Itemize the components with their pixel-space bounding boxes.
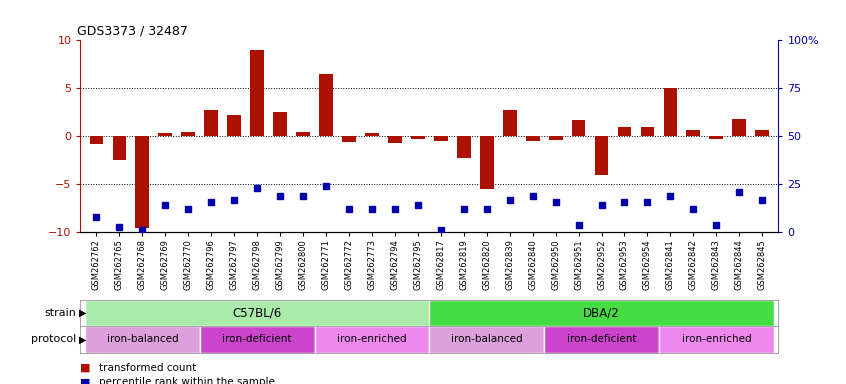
Bar [755, 130, 769, 136]
Bar [549, 136, 563, 140]
Bar [85, 326, 200, 353]
Bar [365, 134, 379, 136]
Text: ▶: ▶ [79, 334, 86, 344]
Text: ■: ■ [80, 377, 91, 384]
Bar [640, 127, 654, 136]
Bar [411, 136, 425, 139]
Text: transformed count: transformed count [99, 363, 196, 373]
Bar [135, 136, 149, 227]
Bar [200, 326, 315, 353]
Text: GDS3373 / 32487: GDS3373 / 32487 [77, 25, 188, 38]
Bar [296, 132, 310, 136]
Bar [663, 88, 678, 136]
Text: iron-enriched: iron-enriched [682, 334, 751, 344]
Bar [228, 115, 241, 136]
Bar [113, 136, 126, 161]
Text: iron-deficient: iron-deficient [567, 334, 636, 344]
Text: iron-deficient: iron-deficient [222, 334, 292, 344]
Bar [503, 111, 517, 136]
Bar [434, 136, 448, 141]
Bar [480, 136, 493, 189]
Bar [315, 326, 430, 353]
Bar [544, 326, 659, 353]
Bar [205, 111, 218, 136]
Bar [572, 120, 585, 136]
Text: DBA/2: DBA/2 [583, 306, 620, 319]
Bar [525, 136, 540, 141]
Bar [250, 50, 264, 136]
Bar [319, 74, 333, 136]
Text: ■: ■ [80, 363, 91, 373]
Text: iron-balanced: iron-balanced [107, 334, 179, 344]
Bar [430, 300, 774, 326]
Bar [158, 134, 173, 136]
Bar [595, 136, 608, 175]
Bar [710, 136, 723, 139]
Bar [457, 136, 470, 159]
Bar [618, 127, 631, 136]
Text: percentile rank within the sample: percentile rank within the sample [99, 377, 275, 384]
Bar [90, 136, 103, 144]
Bar [430, 326, 544, 353]
Bar [388, 136, 402, 143]
Text: strain: strain [44, 308, 76, 318]
Bar [686, 130, 700, 136]
Text: protocol: protocol [31, 334, 76, 344]
Text: ▶: ▶ [79, 308, 86, 318]
Text: iron-balanced: iron-balanced [451, 334, 523, 344]
Text: iron-enriched: iron-enriched [338, 334, 407, 344]
Bar [342, 136, 356, 142]
Bar [659, 326, 774, 353]
Bar [733, 119, 746, 136]
Bar [181, 131, 195, 136]
Bar [273, 112, 287, 136]
Text: C57BL/6: C57BL/6 [233, 306, 282, 319]
Bar [85, 300, 429, 326]
